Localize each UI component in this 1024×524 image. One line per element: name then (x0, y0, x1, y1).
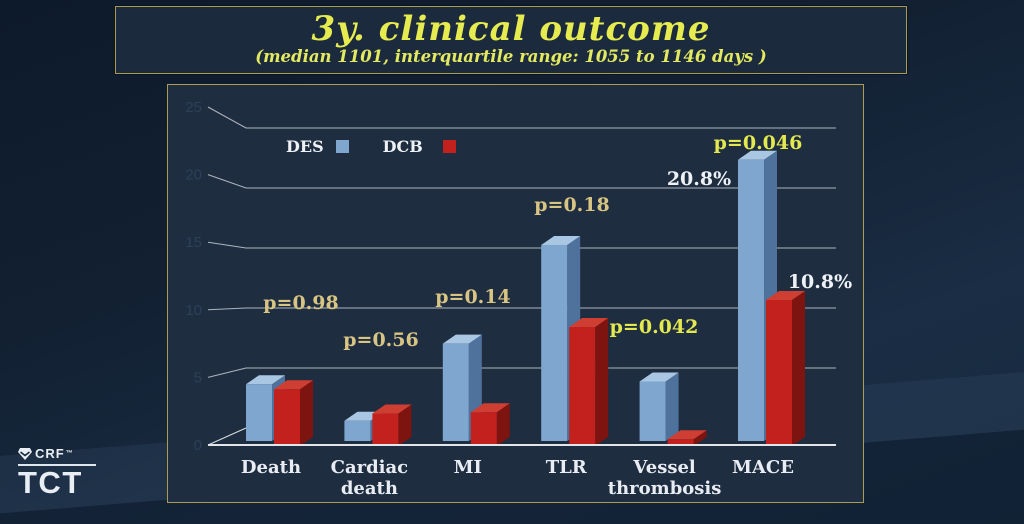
y-tick-label-10: 10 (185, 302, 202, 319)
bar-des-0-top (246, 375, 285, 385)
bar-dcb-5-top (766, 290, 805, 300)
bar-dcb-5 (766, 299, 792, 446)
chart-panel: 0 5 10 15 20 25 Death Cardiac death MI TLR Vessel th… (167, 84, 864, 503)
bar-des-1 (344, 420, 371, 441)
x-category-label-2: MI (454, 457, 482, 478)
bar-dcb-0 (274, 389, 300, 446)
bar-dcb-1-side (398, 404, 412, 446)
bar-des-5 (738, 159, 764, 441)
p-value-5: p=0.046 (714, 132, 803, 154)
p-value-3: p=0.18 (534, 194, 609, 216)
x-category-label-4: Vessel (632, 457, 695, 478)
grid-line-10 (207, 307, 836, 311)
crf-brand-row: CRF ™ (18, 446, 96, 461)
grid-line-25 (207, 106, 836, 129)
bar-dcb-1 (372, 413, 399, 446)
legend-label-des: DES (286, 137, 324, 156)
legend-swatch-dcb (442, 140, 456, 153)
x-category-label-4: thrombosis (608, 478, 722, 499)
bar-des-2-top (442, 334, 482, 344)
bar-des-4-top (639, 372, 679, 382)
legend-label-dcb: DCB (382, 137, 423, 156)
p-value-2: p=0.14 (435, 286, 510, 308)
x-category-label-5: MACE (732, 457, 794, 478)
x-category-label-3: TLR (546, 457, 588, 478)
crf-trademark: ™ (65, 450, 74, 457)
value-label-6: 20.8% (667, 168, 731, 190)
bar-dcb-2-side (496, 403, 510, 446)
bar-dcb-0-side (300, 380, 313, 446)
slide-title-box: 3y. clinical outcome (median 1101, inter… (115, 6, 907, 74)
bar-dcb-3 (569, 327, 596, 446)
bar-des-4-side (665, 372, 679, 441)
crf-tct-logo: CRF ™ TCT (18, 446, 96, 499)
legend-swatch-des (335, 140, 349, 153)
value-label-7: 10.8% (788, 271, 852, 293)
bar-des-3 (541, 244, 568, 441)
bar-dcb-4-side (693, 430, 707, 446)
bar-des-5-top (738, 150, 777, 160)
bar-dcb-0-top (274, 380, 313, 390)
slide-subtitle: (median 1101, interquartile range: 1055 … (255, 47, 767, 66)
grid-line-20 (207, 174, 836, 189)
crf-brand-text: CRF (35, 446, 65, 461)
y-tick-label-15: 15 (185, 234, 202, 251)
x-category-label-1: death (341, 478, 398, 499)
x-category-label-1: Cardiac (331, 457, 409, 478)
baseline-slant (207, 427, 247, 446)
bar-dcb-3-top (569, 318, 609, 328)
bar-des-2 (442, 343, 469, 441)
x-category-label-0: Death (241, 457, 301, 478)
bar-dcb-2-top (470, 403, 510, 413)
y-tick-label-5: 5 (194, 369, 202, 386)
bar-des-3-top (541, 235, 581, 245)
bar-des-0 (246, 384, 272, 441)
bar-dcb-3-side (595, 318, 609, 446)
chart-legend: DES DCB (286, 137, 456, 156)
p-value-4: p=0.042 (610, 316, 699, 338)
crf-diamond-icon (18, 447, 32, 460)
bar-dcb-1-top (372, 404, 412, 414)
y-tick-label-25: 25 (185, 99, 202, 116)
y-tick-label-20: 20 (185, 167, 202, 184)
bar-dcb-4 (667, 439, 694, 446)
bar-des-4 (639, 381, 666, 441)
grid-line-5 (207, 367, 836, 378)
bar-dcb-5-side (792, 290, 805, 446)
p-value-1: p=0.56 (343, 329, 418, 351)
y-tick-label-0: 0 (194, 437, 202, 454)
grid-line-15 (207, 241, 836, 249)
logo-divider (18, 464, 96, 466)
tct-logo-text: TCT (18, 465, 83, 500)
bar-dcb-4-top (667, 430, 707, 440)
slide-title: 3y. clinical outcome (311, 9, 711, 49)
p-value-0: p=0.98 (263, 292, 338, 314)
bar-dcb-2 (470, 412, 497, 446)
